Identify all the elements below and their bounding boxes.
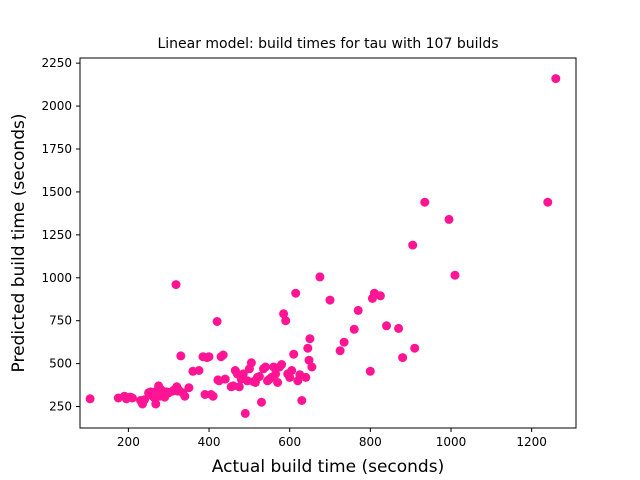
plot-area: [79, 57, 577, 429]
y-tick-label: 1000: [41, 271, 72, 285]
chart-title: Linear model: build times for tau with 1…: [157, 36, 498, 52]
data-point: [180, 391, 190, 401]
data-point: [261, 362, 270, 372]
data-point: [289, 349, 299, 359]
data-point: [273, 378, 283, 387]
data-point: [450, 270, 460, 280]
data-point: [287, 366, 297, 375]
data-point: [291, 288, 301, 298]
data-point: [297, 396, 307, 405]
data-point: [171, 280, 181, 290]
data-point: [420, 197, 430, 207]
data-point: [543, 197, 553, 207]
data-point: [285, 372, 295, 382]
x-tick-label: 1200: [516, 435, 547, 449]
data-point: [234, 382, 244, 392]
y-tick-label: 2250: [41, 56, 72, 70]
data-point: [240, 408, 250, 418]
x-tick-label: 200: [117, 435, 140, 449]
data-point: [349, 324, 359, 334]
y-tick-label: 2000: [41, 99, 72, 113]
data-point: [307, 362, 317, 372]
x-axis-ticks: 200 400 600 800 1000 1200: [117, 428, 547, 449]
data-point: [315, 272, 325, 282]
data-point: [365, 366, 375, 376]
x-axis-label: Actual build time (seconds): [212, 457, 444, 477]
data-point: [127, 393, 137, 403]
data-point: [281, 316, 291, 326]
y-tick-label: 1500: [41, 185, 72, 199]
data-point: [212, 317, 222, 326]
data-point: [254, 372, 264, 381]
y-tick-label: 250: [49, 400, 72, 414]
data-point: [176, 351, 186, 361]
data-point: [279, 309, 289, 319]
data-point: [408, 240, 418, 250]
data-point: [140, 395, 149, 405]
data-point: [339, 337, 349, 347]
data-point: [194, 366, 204, 375]
data-point: [218, 350, 228, 360]
x-tick-label: 400: [198, 435, 221, 449]
data-point: [394, 323, 404, 333]
data-point: [444, 214, 454, 224]
data-point: [335, 346, 345, 356]
y-tick-label: 1750: [41, 142, 72, 156]
y-tick-label: 750: [49, 314, 72, 328]
y-axis-ticks: 250 500 750 1000 1250 1500 1750 2000 2250: [41, 56, 80, 414]
data-points: [85, 74, 561, 418]
data-point: [184, 383, 194, 393]
y-tick-label: 1250: [41, 228, 72, 242]
data-point: [382, 321, 391, 331]
x-tick-label: 800: [359, 435, 382, 449]
data-point: [238, 369, 248, 379]
data-point: [551, 74, 561, 84]
data-point: [301, 372, 311, 382]
data-point: [220, 374, 230, 384]
data-point: [410, 343, 420, 353]
y-axis-label: Predicted build time (seconds): [9, 114, 29, 373]
data-point: [204, 352, 214, 362]
y-tick-label: 500: [49, 357, 72, 371]
data-point: [271, 369, 281, 379]
data-point: [353, 305, 363, 315]
data-point: [375, 291, 385, 301]
data-point: [277, 360, 287, 369]
data-point: [304, 355, 314, 365]
data-point: [85, 394, 95, 404]
x-tick-label: 600: [278, 435, 301, 449]
data-point: [257, 397, 266, 407]
data-point: [303, 343, 313, 353]
data-point: [398, 353, 408, 363]
data-point: [325, 295, 335, 305]
data-point: [151, 399, 161, 409]
data-point: [246, 358, 256, 368]
data-point: [208, 391, 218, 401]
data-point: [305, 334, 315, 344]
x-tick-label: 1000: [436, 435, 467, 449]
